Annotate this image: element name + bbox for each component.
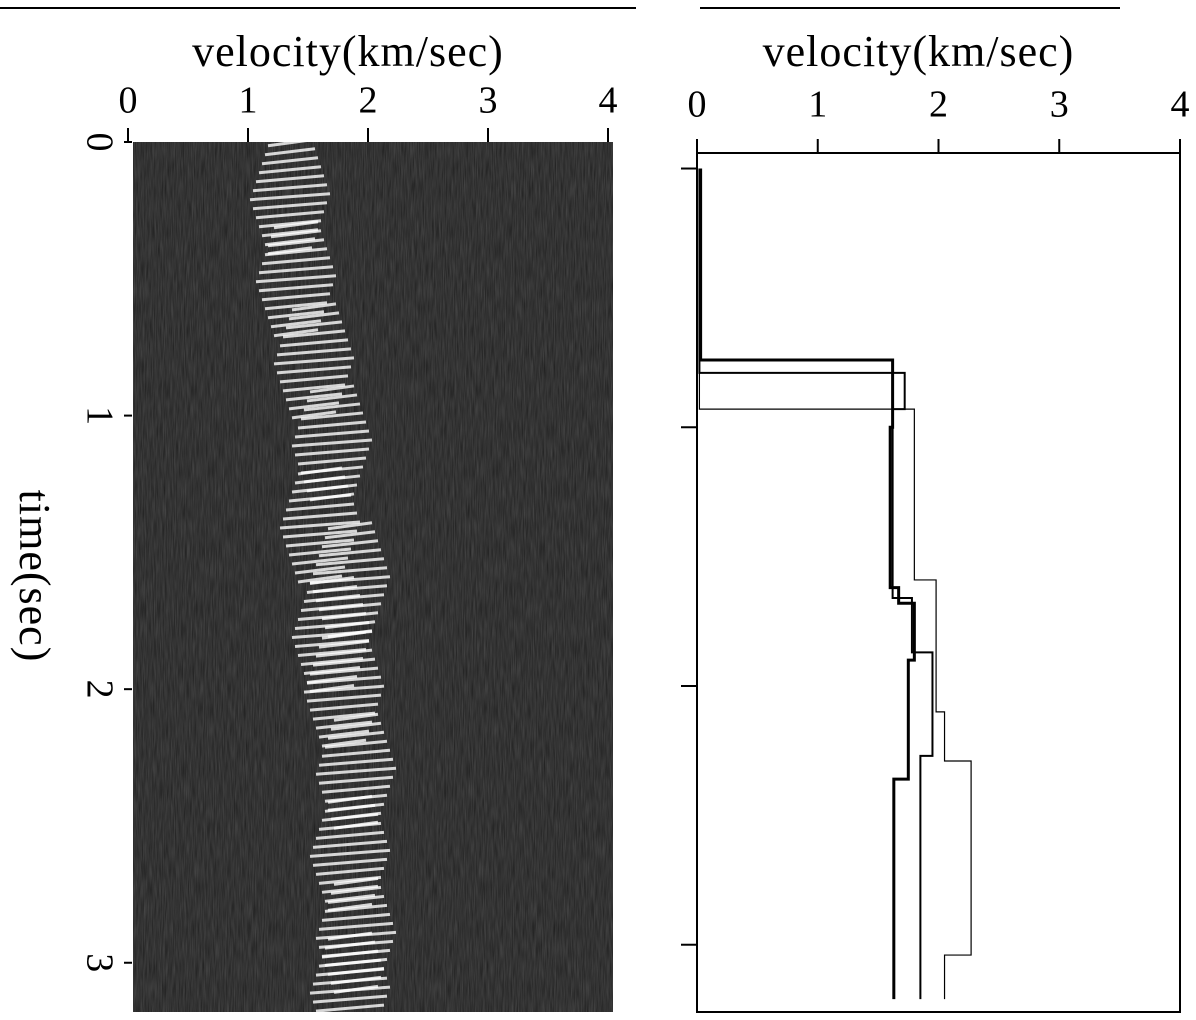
x-axis-label: velocity(km/sec) [763,27,1075,76]
y-tick-label: 2 [78,680,120,699]
y-axis-label: time(sec) [10,490,59,663]
semblance-streak [249,138,331,256]
semblance-streak [273,302,355,420]
semblance-streak [303,630,385,748]
velocity-line [699,168,916,1000]
y-tick-label: 0 [78,133,120,152]
x-tick-label: 2 [929,84,948,126]
velocity-line [698,168,934,1000]
plot-frame [696,152,1181,1013]
x-tick-label: 0 [119,80,138,122]
x-axis-label: velocity(km/sec) [192,27,504,76]
x-tick-label: 3 [479,80,498,122]
x-tick-label: 2 [359,80,378,122]
semblance-streak [309,794,391,912]
y-tick-label: 3 [78,953,120,972]
velocity-line [698,168,972,1000]
x-tick-label: 3 [1050,84,1069,126]
x-tick-label: 4 [599,80,618,122]
semblance-streak [291,575,373,693]
x-tick-label: 1 [239,80,258,122]
semblance-streak [279,466,361,584]
y-tick-label: 1 [78,406,120,425]
x-tick-label: 0 [688,84,707,126]
semblance-streak [255,220,337,338]
x-tick-label: 4 [1171,84,1190,126]
semblance-streak [309,931,391,1020]
x-tick-label: 1 [808,84,827,126]
